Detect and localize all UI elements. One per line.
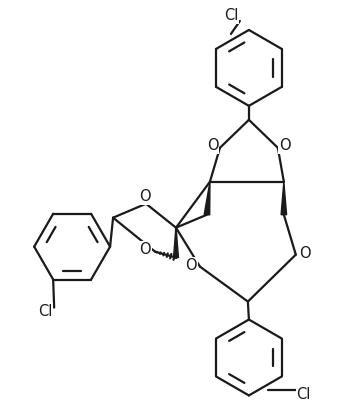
Text: O: O	[139, 242, 151, 257]
Polygon shape	[281, 182, 287, 215]
Text: O: O	[299, 246, 311, 261]
Text: O: O	[207, 138, 219, 153]
Text: Cl: Cl	[224, 8, 238, 23]
Polygon shape	[173, 228, 179, 258]
Text: O: O	[139, 189, 151, 204]
Text: O: O	[185, 258, 197, 273]
Text: O: O	[279, 138, 291, 153]
Polygon shape	[204, 182, 210, 215]
Text: Cl: Cl	[297, 387, 311, 402]
Text: Cl: Cl	[38, 304, 52, 319]
